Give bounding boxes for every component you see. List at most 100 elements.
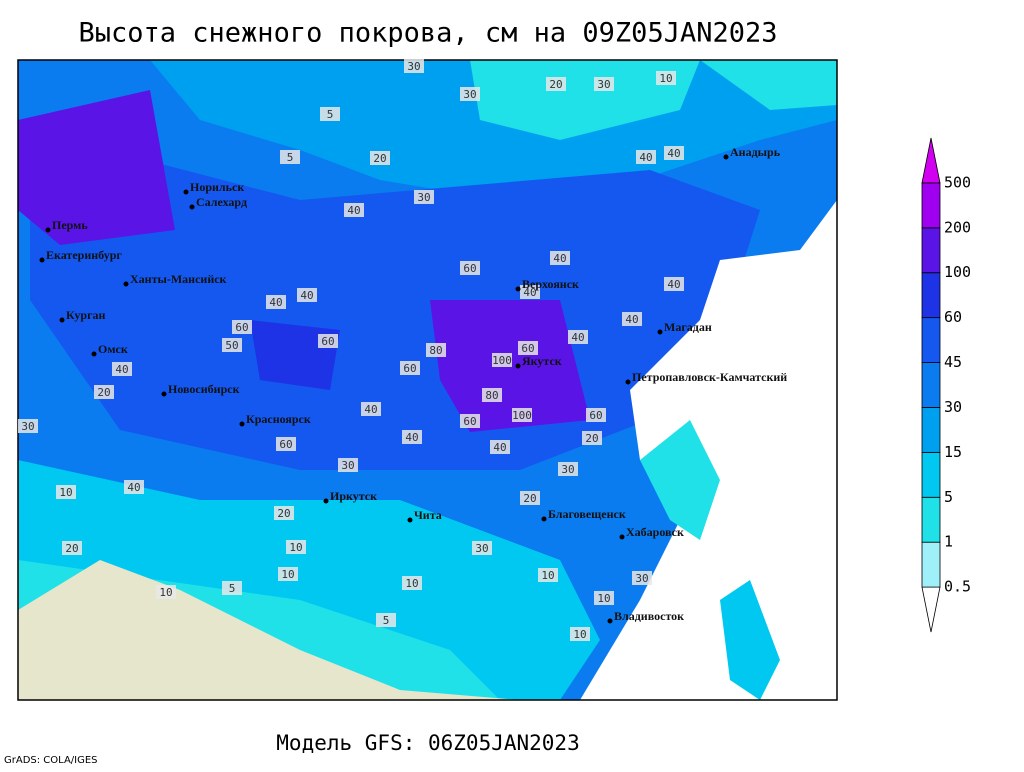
contour-label: 5 — [383, 614, 390, 627]
contour-label-box — [546, 77, 566, 91]
contour-label: 30 — [635, 572, 648, 585]
contour-label-box — [266, 295, 286, 309]
contour-label: 10 — [59, 486, 72, 499]
city-dot — [91, 351, 97, 357]
colorbar-label: 200 — [944, 218, 971, 236]
contour-label-box — [62, 541, 82, 555]
contour-label: 80 — [485, 389, 498, 402]
city-label: Верхоянск — [522, 277, 579, 291]
credit: GrADS: COLA/IGES — [4, 755, 98, 766]
contour-label-box — [376, 613, 396, 627]
no-snow-area — [18, 560, 520, 700]
city-label: Курган — [66, 308, 106, 322]
contour-label: 60 — [589, 409, 602, 422]
city-dot — [625, 379, 631, 385]
contour-label-box — [56, 485, 76, 499]
city-label: Анадырь — [730, 145, 781, 159]
contour-label: 10 — [281, 568, 294, 581]
contour-label: 60 — [463, 415, 476, 428]
contour-label-box — [156, 585, 176, 599]
contour-label: 10 — [659, 72, 672, 85]
city-dot — [45, 227, 51, 233]
contour-label-box — [632, 571, 652, 585]
coast-snow — [640, 420, 720, 540]
contour-label: 60 — [521, 342, 534, 355]
contour-label: 40 — [364, 403, 377, 416]
contour-label: 20 — [373, 152, 386, 165]
city-dot — [541, 516, 547, 522]
city-dot — [183, 189, 189, 195]
contour-label: 80 — [429, 344, 442, 357]
colorbar-label: 5 — [944, 488, 953, 506]
city-dot — [723, 154, 729, 160]
contour-label-box — [320, 107, 340, 121]
contour-label: 10 — [159, 586, 172, 599]
city-label: Норильск — [190, 180, 244, 194]
contour-label: 5 — [229, 582, 236, 595]
contour-label-box — [286, 540, 306, 554]
contour-label-box — [570, 627, 590, 641]
colorbar-label: 15 — [944, 443, 962, 461]
colorbar-label: 30 — [944, 398, 962, 416]
contour-label: 5 — [287, 151, 294, 164]
contour-label: 20 — [277, 507, 290, 520]
city-label: Пермь — [52, 218, 88, 232]
contour-label-box — [492, 353, 512, 367]
contour-label: 40 — [667, 278, 680, 291]
contour-label-box — [112, 362, 132, 376]
colorbar-band — [921, 227, 941, 274]
colorbar-band — [921, 541, 941, 588]
contour-label: 20 — [523, 492, 536, 505]
contour-label: 40 — [625, 313, 638, 326]
contour-label: 40 — [553, 252, 566, 265]
city-label: Петропавловск-Камчатский — [632, 370, 787, 384]
contour-label-box — [550, 251, 570, 265]
contour-label: 10 — [405, 577, 418, 590]
city-label: Омск — [98, 342, 128, 356]
contour-label: 10 — [597, 592, 610, 605]
contour-label-box — [404, 59, 424, 73]
city-label: Владивосток — [614, 609, 684, 623]
city-label: Благовещенск — [548, 507, 626, 521]
colorbar-band — [921, 407, 941, 453]
contour-label-box — [664, 146, 684, 160]
contour-label: 100 — [512, 409, 532, 422]
contour-label-box — [222, 338, 242, 352]
contour-label-box — [402, 430, 422, 444]
contour-label-box — [318, 334, 338, 348]
contour-label: 20 — [97, 386, 110, 399]
city-label: Магадан — [664, 320, 712, 334]
city-label: Салехард — [196, 195, 247, 209]
contour-label-box — [414, 190, 434, 204]
heavy-snow-area — [18, 90, 175, 245]
contour-label: 20 — [585, 432, 598, 445]
contour-label-box — [460, 261, 480, 275]
colorbar-label: 60 — [944, 308, 962, 326]
colorbar-label: 100 — [944, 263, 971, 281]
contour-label: 40 — [347, 204, 360, 217]
contour-label: 50 — [225, 339, 238, 352]
contour-label: 30 — [407, 60, 420, 73]
heavy-snow-area — [250, 320, 340, 390]
colorbar-band — [921, 182, 941, 229]
arctic-ocean — [700, 60, 837, 110]
contour-label-box — [280, 150, 300, 164]
contour-label-box — [520, 285, 540, 299]
contour-label-box — [400, 361, 420, 375]
city-dot — [407, 517, 413, 523]
contour-label: 40 — [523, 286, 536, 299]
contour-label-box — [582, 431, 602, 445]
title: Высота снежного покрова, см на 09Z05JAN2… — [79, 18, 778, 49]
colorbar-band — [921, 496, 941, 543]
contour-label-box — [344, 203, 364, 217]
city-dot — [607, 618, 613, 624]
contour-label-box — [276, 437, 296, 451]
ocean — [580, 200, 837, 700]
colorbar-band — [921, 362, 941, 408]
contour-label-box — [460, 414, 480, 428]
city-dot — [657, 329, 663, 335]
map-frame — [17, 59, 838, 701]
contour-label-box — [586, 408, 606, 422]
contour-label-box — [568, 330, 588, 344]
city-dot — [39, 257, 45, 263]
